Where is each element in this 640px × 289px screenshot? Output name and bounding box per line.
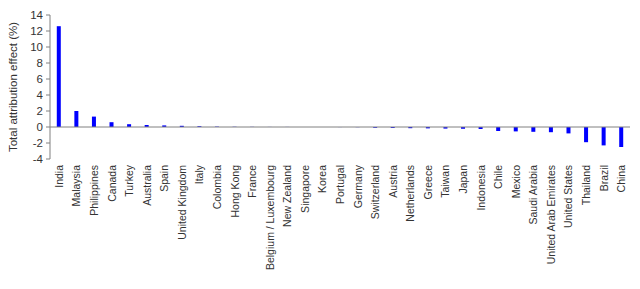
bars	[57, 26, 623, 147]
x-tick-label: Japan	[457, 165, 469, 194]
bar	[566, 127, 570, 133]
bar	[602, 127, 606, 145]
chart: -4 -2 0 2 4 6 8 10 12 14 Total attribution effect …	[0, 0, 640, 289]
x-tick-label: Turkey	[123, 164, 135, 196]
bar	[584, 127, 588, 142]
y-tick	[46, 111, 50, 112]
bar	[496, 127, 500, 131]
bar	[92, 117, 96, 127]
x-tick-label: Saudi Arabia	[527, 165, 539, 225]
bar	[74, 111, 78, 127]
y-tick-label: 14	[30, 9, 43, 21]
y-tick	[46, 63, 50, 64]
x-tick-label: Spain	[158, 165, 170, 192]
y-tick-label: 6	[37, 73, 43, 85]
x-tick-label: Singapore	[299, 165, 311, 213]
bar	[514, 127, 518, 131]
y-tick-label: 8	[37, 57, 43, 69]
x-tick-label: France	[246, 165, 258, 198]
y-tick-label: -2	[33, 137, 43, 149]
x-tick-label: Canada	[106, 165, 118, 202]
y-tick-label: -4	[33, 153, 44, 165]
bar	[531, 127, 535, 132]
y-tick-label: 10	[30, 41, 43, 53]
bar	[110, 122, 114, 127]
x-tick-label: Austria	[387, 165, 399, 198]
x-tick-label: Mexico	[510, 165, 522, 198]
x-tick-label: Italy	[193, 164, 205, 184]
x-tick-label: United States	[562, 165, 574, 228]
y-axis	[50, 15, 51, 159]
y-tick-label: 0	[37, 121, 43, 133]
y-tick	[46, 79, 50, 80]
x-tick-label: Philippines	[88, 165, 100, 216]
bar	[549, 127, 553, 132]
y-axis-title: Total attribution effect (%)	[7, 22, 19, 152]
bar	[57, 26, 61, 127]
x-tick-label: Switzerland	[369, 165, 381, 219]
x-tick-label: India	[53, 165, 65, 188]
x-tick-label: Colombia	[211, 165, 223, 210]
y-tick-label: 12	[30, 25, 43, 37]
y-tick	[46, 31, 50, 32]
y-tick	[46, 95, 50, 96]
y-tick	[46, 143, 50, 144]
x-tick-label: New Zealand	[281, 165, 293, 227]
x-tick-label: Portugal	[334, 165, 346, 204]
x-tick-label: China	[615, 165, 627, 193]
x-tick-label: Brazil	[598, 165, 610, 191]
x-tick-label: Belgium / Luxembourg	[264, 165, 276, 270]
x-tick-label: United Arab Emirates	[545, 165, 557, 264]
y-tick-label: 4	[37, 89, 44, 101]
x-tick-label: Taiwan	[439, 165, 451, 198]
y-tick	[46, 127, 50, 128]
x-tick-label: United Kingdom	[176, 165, 188, 240]
y-tick	[46, 47, 50, 48]
x-tick-label: Indonesia	[475, 165, 487, 211]
y-tick-label: 2	[37, 105, 43, 117]
y-tick	[46, 15, 50, 16]
x-tick-label: Thailand	[580, 165, 592, 205]
bar	[619, 127, 623, 147]
y-tick	[46, 159, 50, 160]
x-tick-label: Germany	[352, 164, 364, 208]
x-tick-label: Greece	[422, 165, 434, 200]
x-tick-label: Chile	[492, 165, 504, 189]
x-tick-label: Malaysia	[70, 165, 82, 207]
x-tick-label: Korea	[316, 165, 328, 193]
x-tick-label: Netherlands	[404, 165, 416, 222]
zero-line	[50, 127, 630, 128]
x-tick-label: Hong Kong	[229, 165, 241, 218]
x-tick-label: Australia	[141, 165, 153, 206]
